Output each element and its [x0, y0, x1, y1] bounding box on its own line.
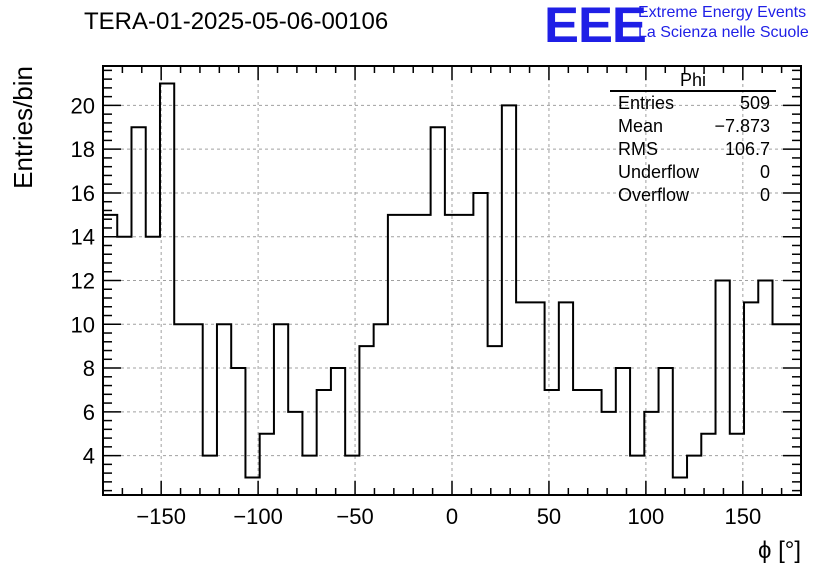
x-tick-label: 150: [724, 504, 761, 529]
eee-logo-mark: EEE: [544, 0, 647, 53]
y-tick-label: 12: [71, 269, 95, 294]
eee-logo-line1: Extreme Energy Events: [638, 4, 807, 21]
stats-row-mean: Mean −7.873: [610, 115, 776, 138]
stats-box: Phi Entries 509 Mean −7.873 RMS 106.7 Underflo…: [610, 70, 776, 207]
x-tick-label: 100: [628, 504, 665, 529]
x-tick-label: −100: [233, 504, 283, 529]
stats-value: −7.873: [714, 116, 770, 136]
stats-label: RMS: [618, 139, 658, 159]
x-tick-label: 50: [537, 504, 561, 529]
stats-value: 106.7: [724, 139, 770, 159]
y-tick-label: 16: [71, 181, 95, 206]
x-axis-label: ϕ [°]: [758, 537, 801, 564]
stats-value: 0: [759, 185, 770, 205]
stats-label: Overflow: [618, 185, 690, 205]
y-tick-label: 14: [71, 225, 95, 250]
eee-logo-line2: La Scienza nelle Scuole: [638, 24, 809, 41]
y-axis-label: Entries/bin: [8, 66, 38, 189]
stats-value: 0: [759, 162, 770, 182]
stats-row-overflow: Overflow 0: [610, 184, 776, 207]
stats-box-title: Phi: [610, 70, 776, 92]
y-tick-label: 6: [83, 400, 95, 425]
y-tick-label: 4: [83, 444, 95, 469]
chart-title: TERA-01-2025-05-06-00106: [84, 8, 389, 35]
y-tick-label: 8: [83, 356, 95, 381]
stats-rows: Entries 509 Mean −7.873 RMS 106.7 Underflow 0 Ov…: [610, 92, 776, 207]
y-tick-label: 18: [71, 137, 95, 162]
x-tick-label: −150: [136, 504, 186, 529]
histogram-line: [103, 82, 801, 479]
stats-row-rms: RMS 106.7: [610, 138, 776, 161]
x-tick-label: −50: [336, 504, 373, 529]
stats-value: 509: [739, 93, 770, 113]
y-tick-label: 10: [71, 312, 95, 337]
stats-label: Underflow: [618, 162, 700, 182]
y-tick-label: 20: [71, 93, 95, 118]
x-tick-label: 0: [446, 504, 458, 529]
stats-label: Mean: [618, 116, 664, 136]
stats-row-underflow: Underflow 0: [610, 161, 776, 184]
stats-row-entries: Entries 509: [610, 92, 776, 115]
stats-label: Entries: [618, 93, 675, 113]
